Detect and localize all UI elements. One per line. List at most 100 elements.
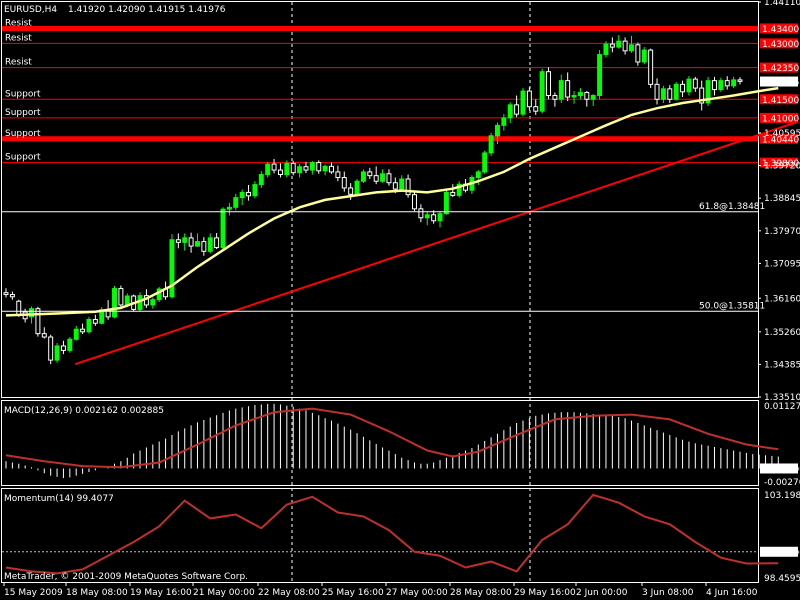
candle-body-68 (437, 213, 443, 222)
price-tick-label-0: 1.44110 (764, 0, 800, 8)
candle-body-58 (373, 175, 379, 182)
momentum-line (5, 493, 779, 575)
level-price-5: 1.40440 (762, 135, 799, 145)
candle-body-13 (86, 318, 92, 333)
level-price-6: 1.39800 (762, 159, 799, 169)
candle-body-111 (711, 80, 717, 91)
candle-body-37 (239, 191, 245, 199)
time-label-4: 22 May 08:00 (258, 588, 320, 598)
candle-body-64 (412, 194, 417, 210)
level-price-4: 1.41000 (762, 114, 799, 124)
candle-body-88 (565, 80, 571, 98)
candle-body-71 (456, 183, 462, 196)
candle-body-60 (386, 173, 392, 184)
momentum-tick-label-2: 98.4595 (764, 574, 800, 584)
level-name-1: Resist (5, 33, 32, 43)
level-price-0: 1.43400 (762, 25, 799, 35)
level-badge-4 (760, 112, 798, 123)
time-label-3: 21 May 00:00 (193, 588, 255, 598)
candle-body-1 (9, 294, 15, 298)
candle-body-113 (724, 80, 730, 87)
time-label-10: 3 Jun 08:00 (642, 588, 694, 598)
macd-pane-frame (1, 400, 759, 486)
candle-body-101 (648, 49, 654, 85)
macd-signal-line (5, 407, 779, 469)
candle-body-108 (692, 78, 698, 89)
candle-body-51 (329, 165, 334, 173)
candle-body-7 (48, 336, 54, 361)
candle-body-40 (258, 174, 264, 186)
candle-body-105 (673, 83, 679, 100)
momentum-tick-label-1: 100.0000 (762, 548, 800, 558)
copyright: MetaTrader, © 2001-2009 MetaQuotes Softw… (4, 572, 248, 582)
macd-zero-badge (760, 463, 798, 474)
candle-body-100 (641, 49, 647, 63)
level-badge-0 (760, 23, 798, 34)
candle-body-61 (392, 182, 398, 190)
candle-body-46 (297, 166, 303, 174)
candle-body-2 (16, 300, 22, 316)
time-label-9: 2 Jun 00:00 (576, 588, 628, 598)
fib-label-0: 61.8@1.38481 (699, 202, 765, 212)
candle-body-106 (680, 83, 686, 93)
candle-body-52 (335, 171, 341, 179)
candle-body-29 (188, 237, 194, 247)
candle-body-5 (35, 308, 41, 335)
candle-body-18 (118, 288, 124, 306)
level-price-3: 1.41500 (762, 96, 799, 106)
candle-body-4 (29, 308, 35, 318)
price-tick-label-6: 1.37095 (764, 259, 800, 269)
candle-body-107 (686, 78, 692, 93)
candle-body-78 (501, 117, 507, 126)
candle-body-47 (303, 166, 309, 171)
candle-body-33 (214, 237, 220, 249)
price-tick-label-2: 1.40595 (764, 129, 800, 139)
candle-body-81 (520, 90, 526, 115)
candle-body-104 (667, 88, 673, 100)
macd-tick-label-2: -0.00276 (764, 478, 800, 488)
candle-body-85 (546, 71, 552, 97)
candle-body-30 (194, 241, 200, 247)
time-label-8: 29 May 16:00 (514, 588, 576, 598)
level-name-5: Support (5, 129, 41, 139)
macd-layer: 0.011275 0.000000 -0.00276 (5, 402, 800, 488)
candle-body-8 (54, 345, 60, 361)
fib-levels: 61.8@1.38481 50.0@1.35811 (2, 202, 765, 312)
candle-body-57 (367, 171, 373, 177)
candle-body-31 (201, 241, 207, 252)
candle-body-84 (539, 71, 545, 112)
level-badge-3 (760, 94, 798, 105)
candle-body-49 (316, 162, 322, 172)
candle-body-76 (488, 135, 494, 154)
candle-body-45 (290, 162, 296, 174)
candle-body-11 (73, 328, 79, 340)
candle-body-10 (67, 338, 73, 351)
candle-body-99 (635, 44, 641, 63)
candle-body-90 (577, 92, 583, 97)
macd-label: MACD(12,26,9) 0.002162 0.002885 (4, 406, 164, 416)
candle-body-63 (405, 178, 411, 196)
level-name-3: Support (5, 89, 41, 99)
candle-body-74 (475, 171, 481, 179)
candle-body-96 (616, 40, 622, 48)
time-label-6: 27 May 00:00 (386, 588, 448, 598)
candle-body-115 (737, 79, 743, 82)
price-levels: Resist 1.43400 Resist 1.43000 Resist 1.42350 S… (2, 18, 799, 169)
price-tick-label-5: 1.37970 (764, 227, 800, 237)
candle-body-34 (220, 208, 226, 249)
momentum-tick-label-0: 103.1982 (764, 491, 800, 501)
candle-body-80 (514, 104, 520, 115)
trendline-layer (74, 120, 799, 366)
candle-body-50 (322, 165, 328, 172)
candle-body-28 (182, 237, 188, 243)
price-pane-frame (1, 1, 759, 398)
candle-body-93 (597, 54, 603, 97)
symbol-title: EURUSD,H4 (4, 5, 57, 15)
candle-body-98 (629, 44, 634, 52)
candle-body-92 (590, 95, 596, 100)
axes-labels: 1.44110 1.40595 1.39720 1.38845 1.37970 1.370… (3, 0, 800, 598)
candle-body-32 (207, 237, 213, 252)
candle-body-0 (3, 292, 9, 296)
